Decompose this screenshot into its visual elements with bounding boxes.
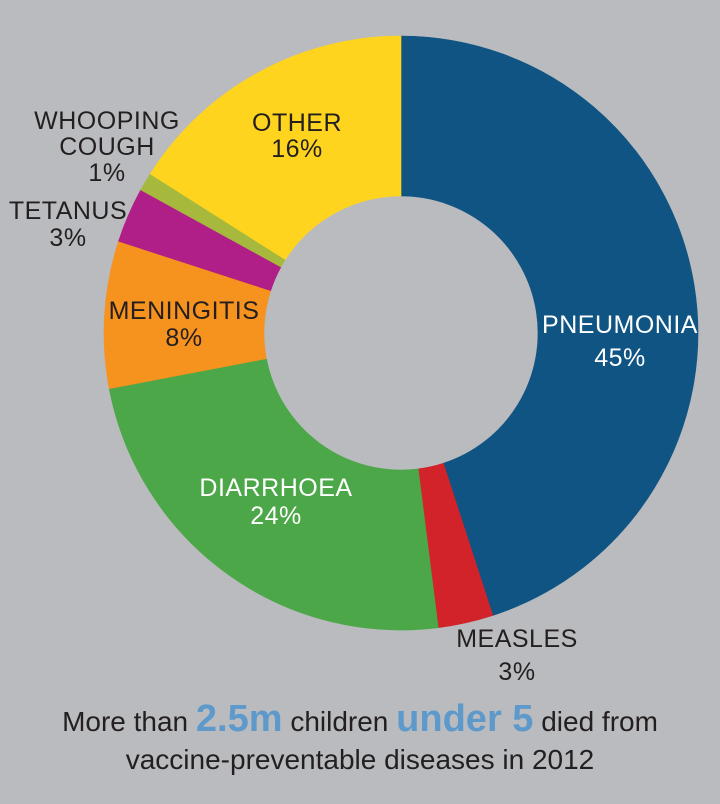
donut-chart: PNEUMONIA 45% MEASLES 3% DIARRHOEA 24% MENINGI… (9, 35, 699, 686)
caption-highlight-2-5m: 2.5m (195, 698, 283, 740)
caption-line-2: vaccine-preventable diseases in 2012 (125, 744, 595, 775)
caption-highlight-under-5: under 5 (396, 698, 534, 740)
caption-text-more-than: More than (62, 706, 196, 737)
slice-diarrhoea (108, 358, 439, 631)
label-tetanus: TETANUS 3% (9, 197, 127, 252)
label-pneumonia: PNEUMONIA 45% (542, 311, 698, 372)
label-meningitis: MENINGITIS 8% (109, 297, 260, 352)
label-whooping-cough: WHOOPING COUGH 1% (34, 107, 180, 187)
caption: More than 2.5m children under 5 died fro… (0, 698, 720, 777)
label-diarrhoea: DIARRHOEA 24% (199, 474, 352, 530)
slice-other (149, 35, 402, 261)
caption-text-children: children (282, 706, 397, 737)
slice-pneumonia (400, 35, 699, 616)
label-other: OTHER 16% (252, 109, 342, 163)
label-measles: MEASLES 3% (456, 625, 578, 686)
caption-line-1: More than 2.5m children under 5 died fro… (0, 698, 720, 743)
caption-text-died-from: died from (533, 706, 658, 737)
